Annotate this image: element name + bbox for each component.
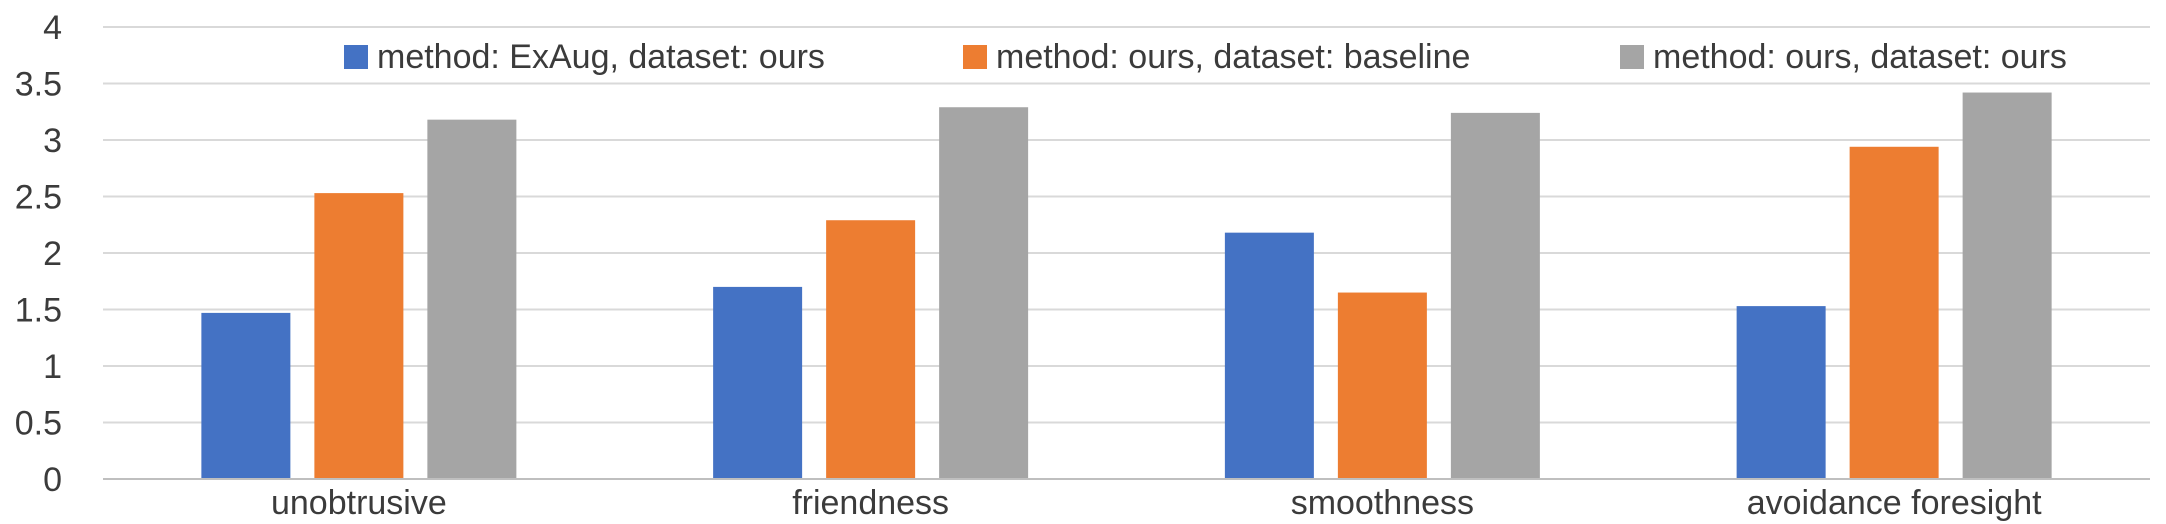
bar-smoothness-series-3: [1450, 112, 1540, 479]
x-category-label: friendness: [792, 484, 949, 522]
x-category-label: unobtrusive: [271, 484, 447, 522]
legend-swatch: [1620, 45, 1644, 69]
gridlines: [103, 26, 2150, 424]
y-tick-label: 2: [43, 235, 62, 273]
bar-unobtrusive-series-1: [201, 312, 291, 479]
legend-swatch: [344, 45, 368, 69]
legend-label: method: ours, dataset: ours: [1653, 38, 2067, 76]
legend: method: ExAug, dataset: ours method: ours…: [344, 38, 2067, 76]
bar-friendness-series-2: [826, 220, 916, 480]
bar-friendness-series-3: [939, 107, 1029, 479]
legend-swatch: [963, 45, 987, 69]
bar-smoothness-series-1: [1224, 232, 1314, 479]
bar-friendness-series-1: [713, 286, 803, 479]
y-tick-label: 1.5: [15, 292, 62, 330]
y-tick-label: 3: [43, 122, 62, 160]
bar-unobtrusive-series-3: [427, 119, 517, 479]
y-tick-label: 2.5: [15, 179, 62, 217]
legend-label: method: ExAug, dataset: ours: [377, 38, 825, 76]
y-tick-label: 4: [43, 9, 62, 47]
bar-avoidance-foresight-series-3: [1962, 92, 2052, 479]
x-category-label: avoidance foresight: [1747, 484, 2042, 522]
x-category-label: smoothness: [1291, 484, 1474, 522]
y-tick-label: 0: [43, 461, 62, 499]
bar-avoidance-foresight-series-2: [1849, 146, 1939, 479]
bars: [201, 92, 2052, 480]
bar-avoidance-foresight-series-1: [1736, 306, 1826, 479]
bar-unobtrusive-series-2: [314, 193, 404, 480]
x-axis-categories: unobtrusive friendness smoothness avoidance…: [271, 484, 2042, 522]
legend-label: method: ours, dataset: baseline: [996, 38, 1470, 76]
y-tick-label: 1: [43, 348, 62, 386]
y-tick-label: 3.5: [15, 66, 62, 104]
y-tick-label: 0.5: [15, 405, 62, 443]
bar-smoothness-series-2: [1337, 292, 1427, 479]
y-axis-ticks: 0 0.5 1 1.5 2 2.5 3 3.5 4: [15, 9, 62, 499]
